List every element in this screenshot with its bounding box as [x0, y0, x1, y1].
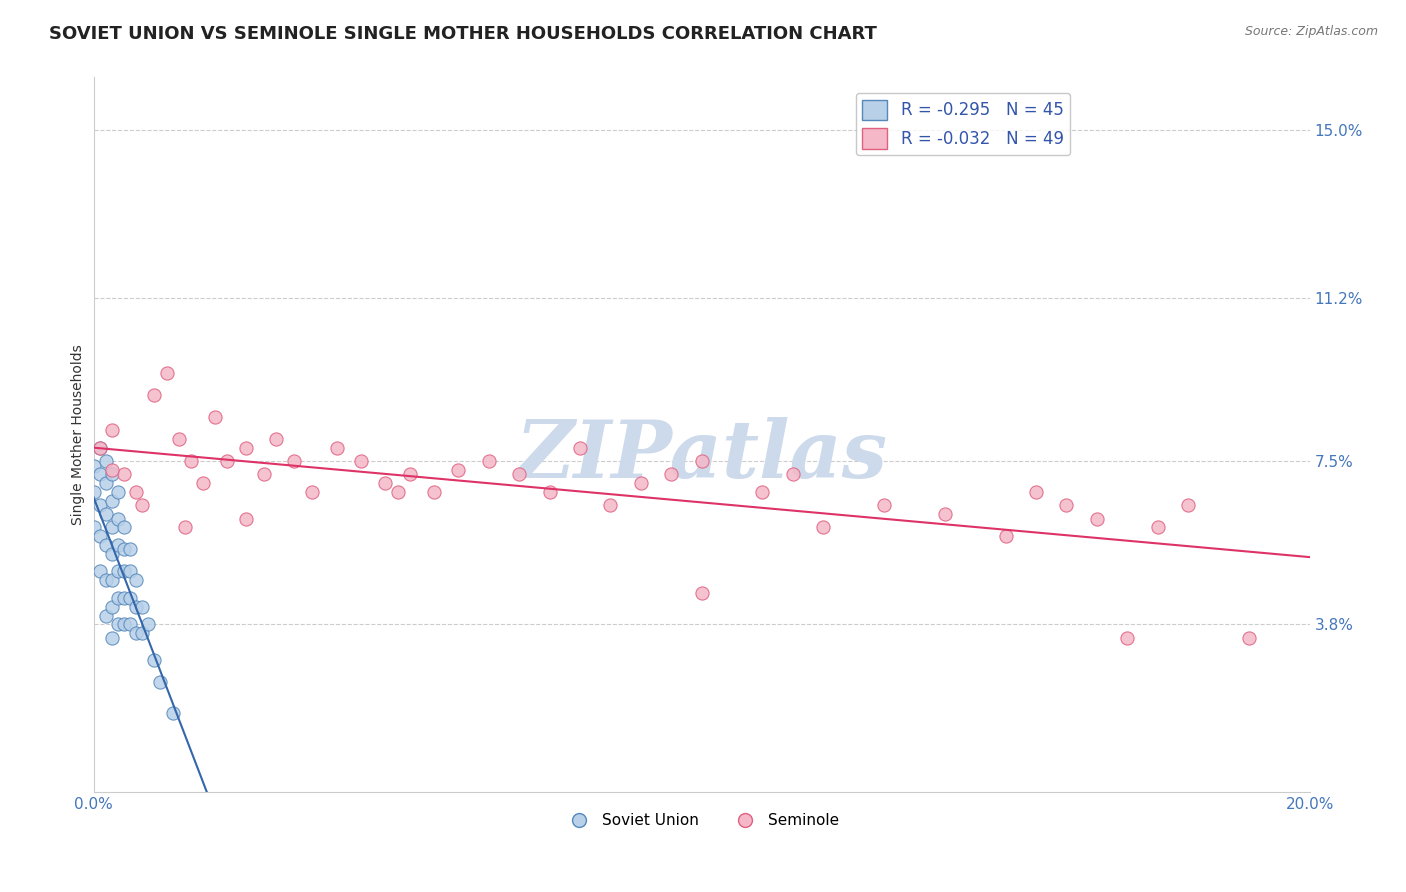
Point — [107, 538, 129, 552]
Point — [173, 520, 195, 534]
Point — [101, 423, 124, 437]
Point — [301, 485, 323, 500]
Point — [112, 565, 135, 579]
Point — [101, 467, 124, 482]
Point — [599, 498, 621, 512]
Point — [508, 467, 530, 482]
Point — [1085, 511, 1108, 525]
Point — [387, 485, 409, 500]
Point — [89, 529, 111, 543]
Point — [89, 565, 111, 579]
Point — [89, 441, 111, 455]
Point — [83, 458, 105, 473]
Point — [934, 507, 956, 521]
Point — [94, 507, 117, 521]
Point — [569, 441, 592, 455]
Point — [89, 498, 111, 512]
Point — [131, 626, 153, 640]
Point — [326, 441, 349, 455]
Point — [149, 674, 172, 689]
Point — [751, 485, 773, 500]
Point — [1146, 520, 1168, 534]
Point — [813, 520, 835, 534]
Point — [217, 454, 239, 468]
Point — [101, 520, 124, 534]
Point — [107, 511, 129, 525]
Point — [83, 485, 105, 500]
Point — [120, 617, 142, 632]
Text: SOVIET UNION VS SEMINOLE SINGLE MOTHER HOUSEHOLDS CORRELATION CHART: SOVIET UNION VS SEMINOLE SINGLE MOTHER H… — [49, 25, 877, 43]
Point — [94, 574, 117, 588]
Point — [120, 591, 142, 605]
Point — [101, 547, 124, 561]
Point — [101, 463, 124, 477]
Point — [125, 485, 148, 500]
Point — [253, 467, 276, 482]
Point — [83, 520, 105, 534]
Point — [101, 494, 124, 508]
Point — [94, 476, 117, 491]
Point — [112, 617, 135, 632]
Point — [112, 467, 135, 482]
Point — [94, 538, 117, 552]
Text: Source: ZipAtlas.com: Source: ZipAtlas.com — [1244, 25, 1378, 38]
Point — [155, 366, 177, 380]
Point — [107, 565, 129, 579]
Point — [538, 485, 561, 500]
Point — [1054, 498, 1077, 512]
Point — [143, 653, 166, 667]
Point — [107, 617, 129, 632]
Point — [1177, 498, 1199, 512]
Point — [125, 626, 148, 640]
Point — [283, 454, 305, 468]
Point — [89, 467, 111, 482]
Point — [1025, 485, 1047, 500]
Point — [125, 599, 148, 614]
Point — [167, 432, 190, 446]
Point — [423, 485, 446, 500]
Point — [782, 467, 804, 482]
Point — [264, 432, 287, 446]
Point — [107, 485, 129, 500]
Point — [398, 467, 420, 482]
Point — [120, 565, 142, 579]
Point — [131, 498, 153, 512]
Point — [659, 467, 682, 482]
Point — [143, 388, 166, 402]
Point — [235, 441, 257, 455]
Point — [690, 586, 713, 600]
Point — [120, 542, 142, 557]
Point — [112, 542, 135, 557]
Point — [1237, 631, 1260, 645]
Point — [101, 631, 124, 645]
Y-axis label: Single Mother Households: Single Mother Households — [72, 344, 86, 525]
Point — [125, 574, 148, 588]
Point — [1116, 631, 1139, 645]
Point — [873, 498, 896, 512]
Point — [112, 520, 135, 534]
Point — [350, 454, 373, 468]
Point — [112, 591, 135, 605]
Text: ZIPatlas: ZIPatlas — [516, 417, 887, 495]
Point — [101, 599, 124, 614]
Point — [89, 441, 111, 455]
Point — [994, 529, 1017, 543]
Point — [447, 463, 470, 477]
Point — [94, 608, 117, 623]
Point — [107, 591, 129, 605]
Legend: Soviet Union, Seminole: Soviet Union, Seminole — [558, 807, 845, 834]
Point — [235, 511, 257, 525]
Point — [180, 454, 202, 468]
Point — [191, 476, 214, 491]
Point — [131, 599, 153, 614]
Point — [101, 574, 124, 588]
Point — [478, 454, 501, 468]
Point — [94, 454, 117, 468]
Point — [162, 706, 184, 720]
Point — [630, 476, 652, 491]
Point — [374, 476, 396, 491]
Point — [136, 617, 159, 632]
Point — [204, 410, 226, 425]
Point — [690, 454, 713, 468]
